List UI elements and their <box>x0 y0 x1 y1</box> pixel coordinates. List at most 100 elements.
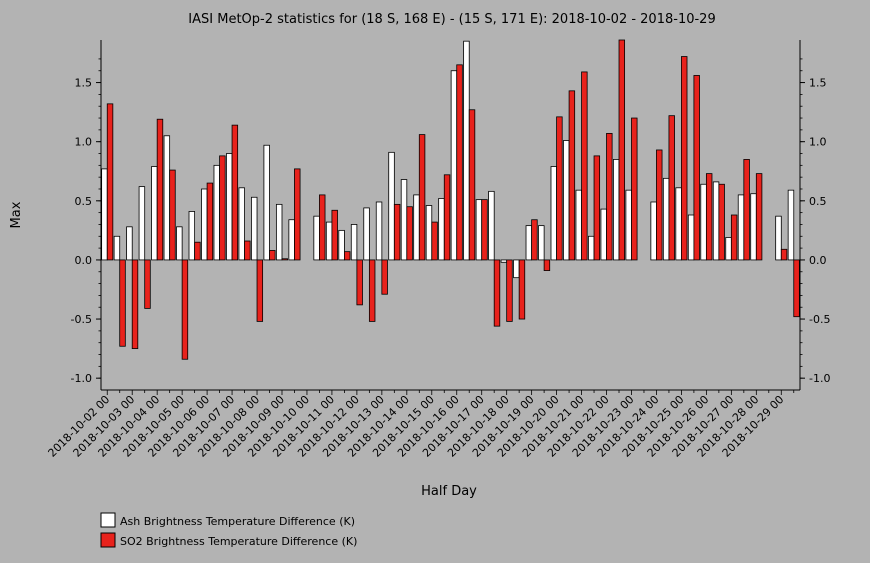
so2-bar-25 <box>418 134 426 261</box>
so2-bar-5 <box>169 169 176 261</box>
so2-bar-55 <box>793 259 800 318</box>
ash-bar-1 <box>113 235 121 261</box>
ash-bar-36 <box>550 166 557 261</box>
ash-bar-5 <box>163 135 171 261</box>
ash-bar-18 <box>325 221 333 261</box>
so2-bar-18 <box>331 209 338 261</box>
ash-bar-3 <box>138 186 146 261</box>
so2-bar-47 <box>693 75 700 261</box>
chart-title: IASI MetOp-2 statistics for (18 S, 168 E… <box>188 12 715 27</box>
ash-bar-8 <box>201 188 208 261</box>
ash-bar-37 <box>563 140 570 261</box>
so2-bar-29 <box>468 109 476 261</box>
so2-bar-33 <box>518 259 526 320</box>
so2-bar-31 <box>493 259 501 327</box>
ash-bar-38 <box>575 189 582 261</box>
ash-bar-41 <box>613 159 620 261</box>
so2-bar-21 <box>368 259 376 322</box>
ash-bar-11 <box>238 187 245 261</box>
ash-bar-48 <box>700 183 707 261</box>
so2-bar-7 <box>194 241 201 261</box>
ash-bar-28 <box>450 70 458 261</box>
y-tick-label-right: 0.0 <box>809 254 827 267</box>
ash-bar-22 <box>375 201 383 261</box>
ash-bar-14 <box>275 203 283 261</box>
axes-layer: -1.0 -1.0 -0.5 -0.5 0.0 0.0 0.5 0.5 1.0 1.0 1.5 1.5… <box>46 40 830 460</box>
ash-bar-46 <box>675 187 682 261</box>
so2-bar-44 <box>656 149 663 261</box>
so2-bar-17 <box>319 194 326 261</box>
ash-bar-13 <box>263 144 270 261</box>
ash-bar-6 <box>176 226 183 261</box>
ash-bar-21 <box>363 207 370 261</box>
ash-bar-10 <box>226 153 233 261</box>
so2-bar-20 <box>356 259 363 306</box>
so2-bar-23 <box>393 203 401 261</box>
so2-bar-46 <box>681 56 688 261</box>
y-tick-label-right: 1.5 <box>809 77 827 90</box>
ash-bar-34 <box>525 225 533 261</box>
ash-bar-32 <box>500 259 508 263</box>
ash-bar-26 <box>425 205 433 261</box>
ash-bar-17 <box>313 215 320 261</box>
legend-swatch-so2 <box>100 532 116 548</box>
ash-bar-35 <box>538 225 545 261</box>
so2-bar-34 <box>531 219 538 261</box>
ash-bar-49 <box>712 181 720 261</box>
so2-bar-30 <box>481 199 488 261</box>
ash-bar-9 <box>213 164 220 261</box>
ash-bar-30 <box>475 199 483 261</box>
ash-bar-2 <box>126 226 133 261</box>
ash-bar-51 <box>737 194 745 261</box>
so2-bar-12 <box>256 259 264 322</box>
legend: Ash Brightness Temperature Difference (K… <box>100 512 357 548</box>
ash-bar-23 <box>388 151 395 261</box>
so2-bar-48 <box>705 173 713 261</box>
so2-bar-36 <box>556 116 563 261</box>
ash-bar-55 <box>787 189 795 261</box>
so2-bar-13 <box>269 250 276 261</box>
y-tick-label-left: 0.0 <box>75 254 93 267</box>
ash-bar-45 <box>662 177 670 261</box>
y-tick-label-left: -1.0 <box>71 372 92 385</box>
ash-bar-33 <box>513 259 520 279</box>
so2-bar-38 <box>581 71 588 261</box>
legend-swatch-ash <box>100 512 116 528</box>
so2-bar-52 <box>755 173 763 261</box>
ash-bar-54 <box>775 215 782 261</box>
ash-bar-7 <box>188 211 196 261</box>
ash-bar-44 <box>650 201 657 261</box>
y-tick-label-right: 0.5 <box>809 195 827 208</box>
so2-bar-15 <box>294 168 301 261</box>
ash-bar-12 <box>251 196 258 261</box>
so2-bar-19 <box>343 251 351 261</box>
so2-bar-42 <box>631 117 638 261</box>
so2-bar-1 <box>119 259 126 347</box>
ash-bar-4 <box>151 166 158 261</box>
legend-label-so2: SO2 Brightness Temperature Difference (K… <box>120 535 357 548</box>
y-tick-label-right: 1.0 <box>809 136 827 149</box>
so2-bar-6 <box>181 259 189 360</box>
bars-layer <box>101 39 800 360</box>
so2-bar-3 <box>144 259 151 309</box>
y-tick-label-left: -0.5 <box>71 313 92 326</box>
ash-bar-39 <box>588 235 595 261</box>
ash-bar-19 <box>338 229 345 261</box>
y-tick-label-left: 1.5 <box>75 77 93 90</box>
so2-bar-24 <box>406 206 413 261</box>
so2-bar-27 <box>443 174 451 261</box>
so2-bar-50 <box>730 214 738 261</box>
y-axis-label: Max <box>9 201 24 228</box>
ash-bar-0 <box>101 168 108 261</box>
so2-bar-51 <box>743 159 750 261</box>
ash-bar-31 <box>488 190 495 261</box>
so2-bar-37 <box>568 90 576 261</box>
so2-bar-28 <box>456 64 463 261</box>
ash-bar-42 <box>625 189 632 261</box>
so2-bar-45 <box>668 115 675 261</box>
y-tick-label-right: -1.0 <box>809 372 830 385</box>
ash-bar-29 <box>463 40 470 261</box>
ash-bar-20 <box>350 224 358 261</box>
so2-bar-0 <box>106 103 114 261</box>
